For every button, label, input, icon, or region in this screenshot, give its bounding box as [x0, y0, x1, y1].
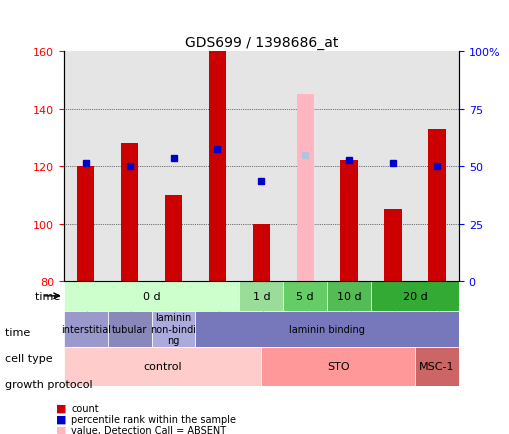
Bar: [208, 52, 226, 281]
FancyBboxPatch shape: [151, 311, 195, 347]
Bar: [164, 195, 182, 281]
FancyBboxPatch shape: [107, 311, 151, 347]
Bar: [151, 52, 195, 281]
Text: percentile rank within the sample: percentile rank within the sample: [71, 414, 236, 424]
Bar: [239, 52, 283, 281]
Bar: [384, 210, 401, 281]
Text: 5 d: 5 d: [296, 291, 314, 301]
FancyBboxPatch shape: [371, 281, 458, 311]
FancyBboxPatch shape: [283, 281, 327, 311]
FancyBboxPatch shape: [64, 311, 107, 347]
Text: ■: ■: [56, 414, 66, 424]
Bar: [428, 129, 445, 281]
Text: STO: STO: [326, 362, 349, 372]
Text: interstitial: interstitial: [61, 324, 110, 334]
Text: cell type: cell type: [5, 353, 56, 363]
FancyBboxPatch shape: [64, 281, 239, 311]
FancyBboxPatch shape: [414, 347, 458, 386]
Text: MSC-1: MSC-1: [418, 362, 454, 372]
Bar: [252, 224, 270, 281]
Text: control: control: [143, 362, 182, 372]
FancyBboxPatch shape: [261, 347, 414, 386]
Bar: [64, 52, 107, 281]
Title: GDS699 / 1398686_at: GDS699 / 1398686_at: [184, 36, 337, 49]
Bar: [121, 144, 138, 281]
Text: 0 d: 0 d: [143, 291, 160, 301]
Bar: [195, 52, 239, 281]
FancyBboxPatch shape: [195, 311, 458, 347]
Bar: [340, 161, 357, 281]
Text: count: count: [71, 403, 99, 413]
Text: time: time: [35, 291, 64, 301]
Bar: [327, 52, 371, 281]
Text: growth protocol: growth protocol: [5, 379, 96, 389]
Text: time: time: [5, 327, 34, 337]
Text: 1 d: 1 d: [252, 291, 270, 301]
Text: value, Detection Call = ABSENT: value, Detection Call = ABSENT: [71, 425, 226, 434]
Text: tubular: tubular: [111, 324, 147, 334]
Bar: [107, 52, 151, 281]
Text: 10 d: 10 d: [336, 291, 361, 301]
Text: ■: ■: [56, 403, 66, 413]
Bar: [296, 95, 314, 281]
Bar: [283, 52, 327, 281]
Text: laminin binding: laminin binding: [289, 324, 364, 334]
Bar: [371, 52, 414, 281]
Bar: [77, 167, 94, 281]
Bar: [414, 52, 458, 281]
FancyBboxPatch shape: [327, 281, 371, 311]
Text: ■: ■: [56, 425, 66, 434]
FancyBboxPatch shape: [64, 347, 261, 386]
Text: laminin
non-bindi
ng: laminin non-bindi ng: [150, 312, 196, 345]
Text: 20 d: 20 d: [402, 291, 427, 301]
FancyBboxPatch shape: [239, 281, 283, 311]
